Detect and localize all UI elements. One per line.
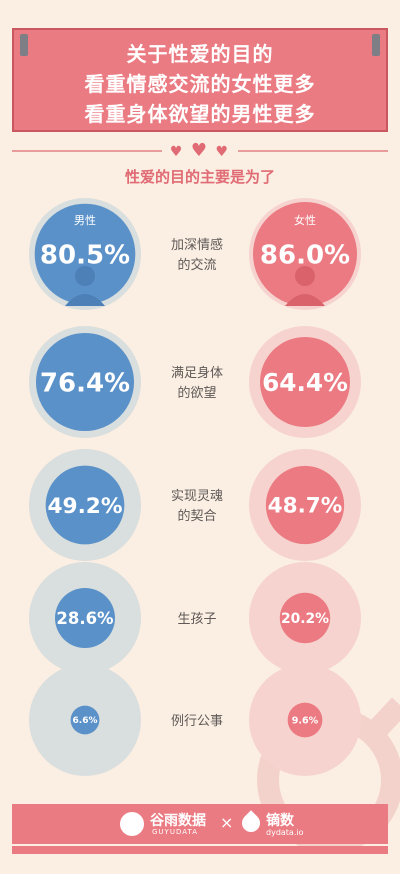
female-value-label: 86.0% [260, 240, 350, 270]
brand-dydata-sub: dydata.io [266, 828, 304, 837]
footer-banner: 谷雨数据 GUYUDATA × 镝数 dydata.io [12, 804, 388, 844]
divider-right [238, 150, 388, 152]
male-value-label: 80.5% [40, 240, 130, 270]
category-label: 满足身体 [171, 365, 223, 381]
female-value-label: 20.2% [281, 611, 329, 627]
female-bubble [265, 465, 345, 545]
title-line-2: 看重情感交流的女性更多 [84, 72, 316, 96]
divider-left [12, 150, 162, 152]
female-value-label: 64.4% [262, 368, 348, 397]
male-bubble [70, 705, 100, 735]
collab-separator: × [220, 813, 234, 832]
male-body-icon [65, 294, 105, 306]
guyu-logo-icon [120, 812, 144, 836]
male-bubble [45, 465, 125, 545]
category-label: 的契合 [177, 508, 216, 524]
female-bubble [260, 337, 350, 427]
female-value-label: 9.6% [292, 715, 319, 726]
category-label: 加深情感 [171, 237, 223, 253]
male-series-label: 男性 [74, 213, 96, 227]
title-line-1: 关于性爱的目的 [126, 42, 274, 66]
footer-strip [12, 846, 388, 854]
male-bubble [35, 332, 135, 432]
male-value-label: 28.6% [56, 609, 113, 628]
title-banner: 关于性爱的目的 看重情感交流的女性更多 看重身体欲望的男性更多 [12, 28, 388, 132]
male-bubble [55, 588, 115, 648]
title-line-3: 看重身体欲望的男性更多 [84, 102, 316, 126]
brand-guyu-sub: GUYUDATA [152, 828, 198, 836]
female-bubble [287, 702, 323, 738]
heart-icon: ♥ [190, 140, 210, 161]
female-body-icon [285, 294, 325, 306]
category-label: 实现灵魂 [171, 488, 223, 504]
chart-subtitle: 性爱的目的主要是为了 [124, 168, 275, 186]
female-bubble [279, 592, 331, 644]
brand-dydata: 镝数 [266, 813, 294, 829]
female-value-label: 48.7% [268, 494, 343, 519]
dydata-logo-icon [238, 810, 264, 836]
female-series-label: 女性 [294, 213, 316, 227]
male-value-label: 49.2% [47, 494, 122, 519]
male-value-label: 6.6% [73, 716, 98, 726]
hearts-decoration: ♥ ♥ ♥ [169, 140, 231, 161]
female-bubble [253, 202, 357, 306]
category-label: 的欲望 [177, 385, 216, 401]
female-person-icon [295, 266, 315, 286]
category-label: 的交流 [177, 257, 216, 273]
category-label: 生孩子 [177, 612, 216, 627]
pin-decoration [20, 34, 28, 56]
male-bubble [34, 203, 136, 305]
male-value-label: 76.4% [40, 368, 130, 398]
category-label: 例行公事 [171, 714, 223, 729]
brand-guyu: 谷雨数据 [150, 813, 206, 829]
pin-decoration [372, 34, 380, 56]
male-person-icon [75, 266, 95, 286]
male-symbol-arrow-decoration [363, 697, 400, 743]
